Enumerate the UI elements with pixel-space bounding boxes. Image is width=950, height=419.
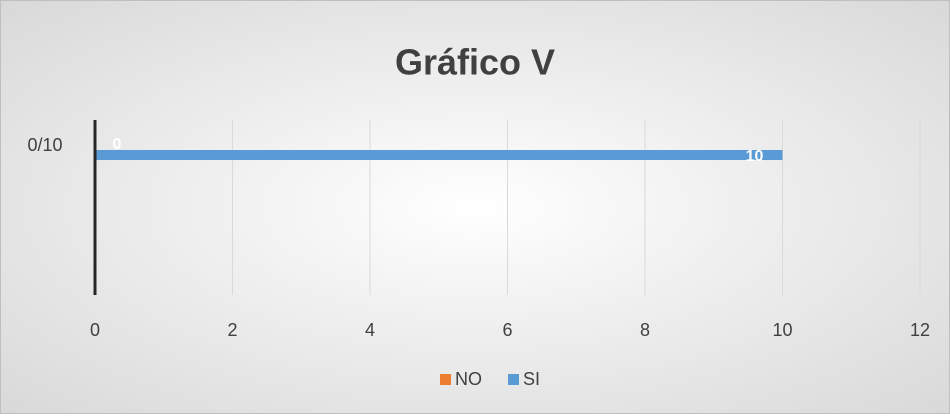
x-tick-label: 8 xyxy=(640,320,650,340)
data-label: 10 xyxy=(746,148,764,165)
x-tick-label: 0 xyxy=(90,320,100,340)
x-tick-label: 6 xyxy=(502,320,512,340)
chart-title: Gráfico V xyxy=(395,42,555,83)
x-tick-label: 12 xyxy=(910,320,930,340)
legend-swatch xyxy=(508,374,519,385)
data-label: 0 xyxy=(113,136,122,153)
legend-label: NO xyxy=(455,369,482,389)
x-tick-label: 10 xyxy=(772,320,792,340)
x-tick-label: 4 xyxy=(365,320,375,340)
bar xyxy=(95,150,783,160)
legend-label: SI xyxy=(523,369,540,389)
legend-swatch xyxy=(440,374,451,385)
y-tick-label: 0/10 xyxy=(27,135,62,155)
x-tick-label: 2 xyxy=(227,320,237,340)
